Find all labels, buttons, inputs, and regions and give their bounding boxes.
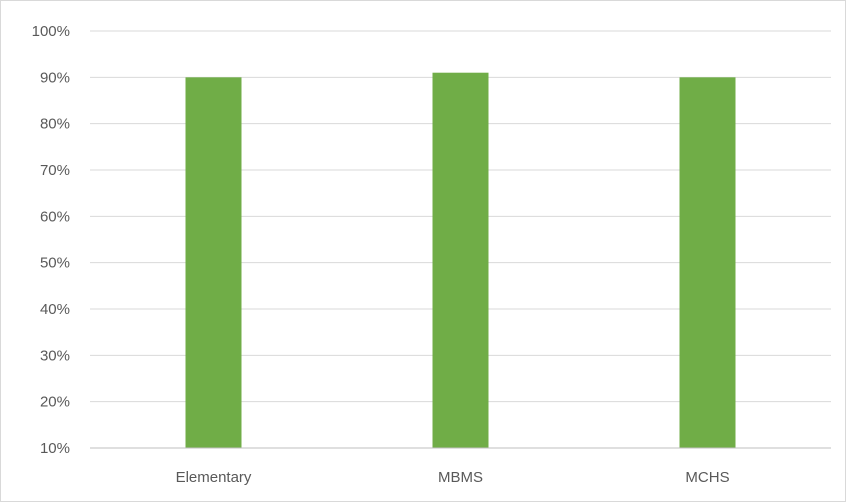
y-tick-label: 100% [32,23,70,40]
bar-elementary [185,77,242,448]
bars [185,72,736,448]
y-tick-label: 30% [40,347,70,364]
y-tick-label: 40% [40,301,70,318]
y-tick-label: 20% [40,394,70,411]
y-axis-tick-labels: 10% 20% 30% 40% 50% 60% 70% 80% 90% 100% [32,23,70,457]
y-tick-label: 60% [40,208,70,225]
x-tick-label: Elementary [176,469,252,486]
bar-mbms [432,72,489,448]
y-tick-label: 80% [40,116,70,133]
x-tick-label: MCHS [685,469,729,486]
y-tick-label: 90% [40,69,70,86]
y-tick-label: 70% [40,162,70,179]
bar-mchs [679,77,736,448]
x-tick-label: MBMS [438,469,483,486]
y-tick-label: 50% [40,255,70,272]
x-axis-tick-labels: Elementary MBMS MCHS [176,469,730,486]
y-tick-label: 10% [40,440,70,457]
